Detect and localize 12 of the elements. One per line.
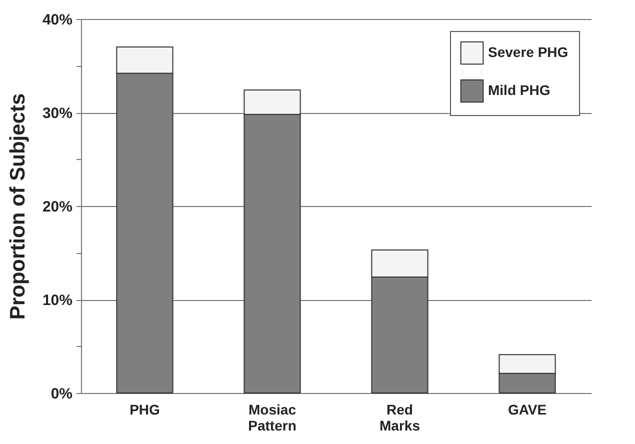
y-tick-label: 20% <box>42 198 72 216</box>
y-tick-label: 30% <box>42 105 72 122</box>
legend-label: Severe PHG <box>488 44 568 60</box>
legend-label: Mild PHG <box>488 82 550 98</box>
y-tick-label: 40% <box>42 12 72 28</box>
y-axis-title: Proportion of Subjects <box>6 93 30 320</box>
x-tick-label: GAVE <box>508 402 547 418</box>
x-tick-label: Mosiac Pattern <box>248 402 296 434</box>
y-tick-label: 0% <box>50 386 72 402</box>
x-tick-label: Red Marks <box>380 402 420 434</box>
x-tick-label: PHG <box>130 402 160 418</box>
y-tick-label: 10% <box>42 292 72 309</box>
